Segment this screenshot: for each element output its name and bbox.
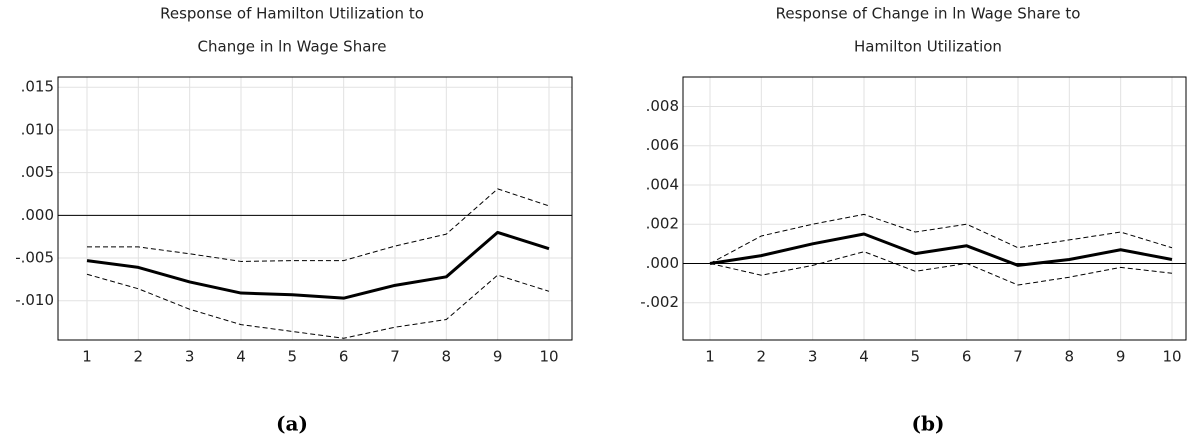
plot-frame <box>57 76 573 341</box>
band-line <box>86 273 550 339</box>
x-tick-label: 9 <box>1116 348 1126 366</box>
caption: (a) <box>276 412 308 436</box>
x-tick-label: 4 <box>236 348 246 366</box>
band-line <box>709 213 1173 264</box>
x-tick-label: 1 <box>705 348 715 366</box>
y-tick-label: .015 <box>21 78 54 96</box>
x-tick-label: 6 <box>962 348 972 366</box>
chart-title: Change in ln Wage Share <box>198 38 387 56</box>
response-line <box>709 232 1173 267</box>
band-line <box>87 188 550 262</box>
y-tick-label: -.010 <box>15 291 54 309</box>
x-tick-label: 5 <box>288 348 298 366</box>
chart-title: Response of Change in ln Wage Share to <box>776 5 1081 23</box>
x-tick-label: 7 <box>1013 348 1023 366</box>
x-tick-label: 3 <box>808 348 818 366</box>
chart-title: Response of Hamilton Utilization to <box>160 5 424 23</box>
y-tick-label: .005 <box>21 163 54 181</box>
x-tick-label: 7 <box>390 348 400 366</box>
plot-frame <box>682 76 1187 341</box>
y-tick-label: .008 <box>646 97 679 115</box>
x-tick-label: 5 <box>911 348 921 366</box>
x-tick-label: 6 <box>339 348 349 366</box>
y-tick-label: .000 <box>21 206 54 224</box>
x-tick-label: 10 <box>1162 348 1181 366</box>
x-tick-label: 2 <box>757 348 767 366</box>
x-tick-label: 1 <box>82 348 92 366</box>
x-tick-label: 2 <box>134 348 144 366</box>
x-tick-label: 4 <box>859 348 869 366</box>
x-tick-label: 8 <box>1065 348 1075 366</box>
response-line <box>86 230 550 300</box>
chart-title: Hamilton Utilization <box>854 38 1002 56</box>
y-tick-label: .006 <box>646 136 679 154</box>
caption: (b) <box>912 412 945 436</box>
x-tick-label: 3 <box>185 348 195 366</box>
y-tick-label: .002 <box>646 215 679 233</box>
y-tick-label: -.002 <box>640 293 679 311</box>
y-tick-label: -.005 <box>15 249 54 267</box>
x-tick-label: 10 <box>539 348 558 366</box>
band-line <box>709 251 1173 286</box>
y-tick-label: .010 <box>21 120 54 138</box>
x-tick-label: 9 <box>493 348 503 366</box>
y-tick-label: .000 <box>646 254 679 272</box>
x-tick-label: 8 <box>442 348 452 366</box>
y-tick-label: .004 <box>646 175 679 193</box>
